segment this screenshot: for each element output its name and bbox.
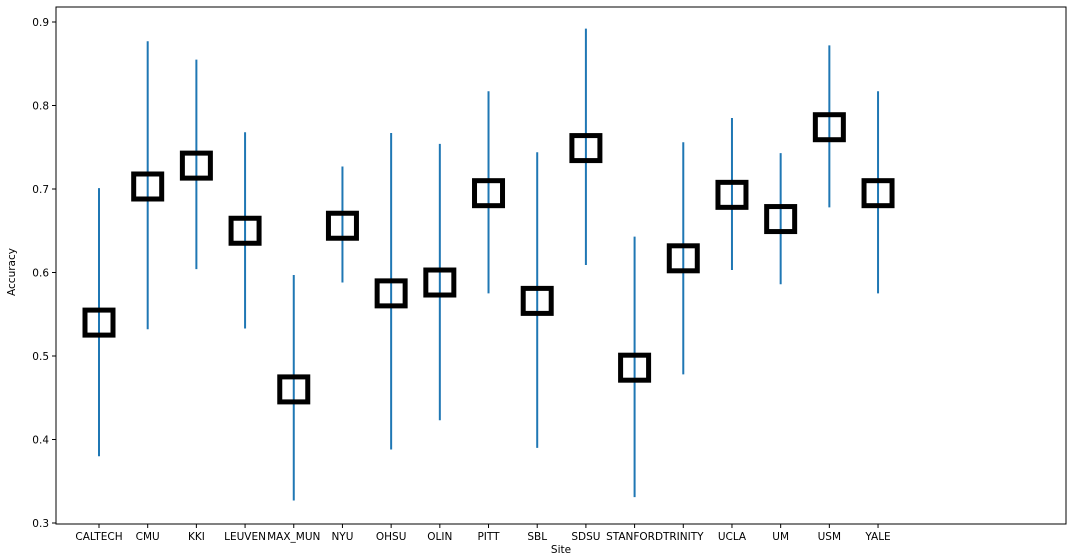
x-tick-label: SDSU	[571, 531, 600, 543]
marker-kki	[179, 150, 213, 181]
marker-cmu	[131, 171, 165, 202]
x-tick-label: UM	[772, 531, 789, 543]
x-tick-label: LEUVEN	[224, 531, 266, 543]
x-tick-label: PITT	[477, 531, 500, 543]
x-tick-label: TRINITY	[662, 531, 704, 543]
marker-stanford	[618, 352, 652, 383]
x-tick-label: USM	[818, 531, 841, 543]
marker-ohsu	[374, 278, 408, 309]
y-tick-label: 0.7	[32, 184, 49, 196]
marker-pitt	[472, 178, 506, 209]
x-tick-label: STANFORD	[606, 531, 663, 543]
marker-leuven	[228, 215, 262, 246]
y-tick-label: 0.3	[32, 518, 49, 530]
x-tick-label: UCLA	[718, 531, 747, 543]
y-tick-label: 0.6	[32, 268, 49, 280]
marker-sbl	[520, 285, 554, 316]
marker-max_mun	[277, 374, 311, 405]
x-tick-label: KKI	[188, 531, 205, 543]
marker-trinity	[666, 243, 700, 274]
y-tick-label: 0.9	[32, 17, 49, 29]
x-tick-label: MAX_MUN	[267, 531, 320, 543]
y-tick-label: 0.8	[32, 101, 49, 113]
x-tick-label: NYU	[331, 531, 353, 543]
x-tick-label: CMU	[136, 531, 160, 543]
marker-ucla	[715, 179, 749, 210]
plot-frame	[55, 6, 1067, 525]
marker-caltech	[82, 307, 116, 338]
marker-sdsu	[569, 133, 603, 164]
y-tick-label: 0.5	[32, 351, 49, 363]
x-tick-label: CALTECH	[75, 531, 122, 543]
x-tick-label: OHSU	[376, 531, 407, 543]
x-tick-label: OLIN	[427, 531, 452, 543]
marker-nyu	[325, 210, 359, 241]
marker-yale	[861, 178, 895, 209]
x-axis-title: Site	[551, 544, 571, 556]
marker-usm	[812, 112, 846, 143]
x-tick-label: YALE	[864, 531, 890, 543]
axes: 0.3 0.4 0.5 0.6 0.7 0.8 0.9 CALTECH CMU KKI LEUVEN…	[32, 6, 1067, 543]
y-axis-title: Accuracy	[6, 248, 18, 296]
marker-um	[764, 204, 798, 235]
marker-olin	[423, 267, 457, 298]
x-tick-label: SBL	[527, 531, 547, 543]
plot-area	[82, 28, 895, 501]
y-tick-label: 0.4	[32, 435, 49, 447]
